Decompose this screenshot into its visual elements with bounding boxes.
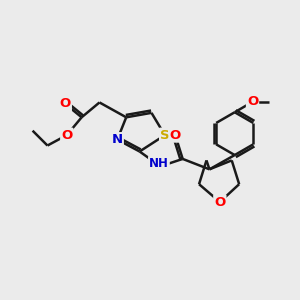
Text: O: O: [60, 98, 71, 110]
Text: O: O: [214, 196, 226, 208]
Text: NH: NH: [149, 157, 169, 170]
Text: N: N: [112, 133, 123, 146]
Text: O: O: [61, 129, 72, 142]
Text: O: O: [247, 95, 258, 108]
Text: S: S: [160, 129, 170, 142]
Text: O: O: [169, 129, 181, 142]
